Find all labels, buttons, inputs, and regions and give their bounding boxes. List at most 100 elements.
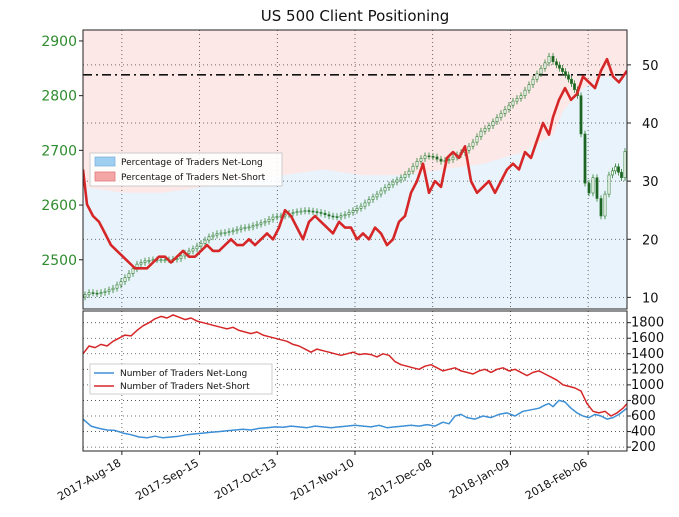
price-candle-body bbox=[307, 210, 311, 212]
price-candle-body bbox=[143, 260, 147, 263]
price-candle-body bbox=[259, 222, 263, 225]
price-candle-body bbox=[495, 117, 499, 122]
price-candle-body bbox=[255, 223, 259, 226]
price-candle-body bbox=[507, 104, 511, 110]
price-tick-label: 2800 bbox=[41, 89, 77, 105]
price-candle-body bbox=[591, 177, 595, 194]
price-candle-body bbox=[107, 289, 111, 292]
price-candle-body bbox=[111, 287, 115, 291]
net-long-percentage-legend-label: Percentage of Traders Net-Long bbox=[121, 158, 263, 168]
price-candle-body bbox=[487, 125, 491, 129]
price-candle-body bbox=[179, 255, 183, 259]
net-long-count-legend-label: Number of Traders Net-Long bbox=[120, 369, 247, 379]
price-candle-body bbox=[467, 145, 471, 151]
price-axis: 2500 2600 2700 2800 2900 bbox=[41, 34, 83, 269]
price-candle-body bbox=[407, 170, 411, 175]
price-candle-body bbox=[215, 233, 219, 236]
net-short-percentage-legend-label: Percentage of Traders Net-Short bbox=[121, 173, 266, 183]
upper-panel: 2500 2600 2700 2800 2900 10 20 30 40 50 Percenta… bbox=[41, 29, 659, 310]
price-candle-body bbox=[319, 212, 323, 214]
date-tick-label: 2017-Oct-13 bbox=[212, 456, 278, 502]
price-candle-body bbox=[211, 234, 215, 238]
price-candle-body bbox=[491, 121, 495, 127]
price-candle-body bbox=[423, 155, 427, 159]
date-tick-label: 2018-Feb-06 bbox=[523, 456, 590, 502]
count-tick-label: 1600 bbox=[631, 331, 664, 346]
price-candle-body bbox=[247, 226, 251, 229]
upper-legend: Percentage of Traders Net-Long Percentag… bbox=[89, 152, 283, 187]
count-tick-label: 600 bbox=[631, 409, 656, 424]
date-axis: 2017-Aug-18 2017-Sep-15 2017-Oct-13 2017-No… bbox=[55, 451, 590, 503]
price-candle-body bbox=[227, 231, 231, 233]
price-candle-body bbox=[427, 155, 431, 158]
price-candle-body bbox=[363, 202, 367, 207]
price-candle-body bbox=[479, 130, 483, 137]
price-candle-body bbox=[539, 67, 543, 75]
price-candle-body bbox=[195, 245, 199, 250]
lower-legend: Number of Traders Net-Long Number of Tra… bbox=[89, 363, 273, 395]
price-candle-body bbox=[91, 292, 95, 294]
price-candle-body bbox=[620, 171, 623, 179]
price-candle-body bbox=[235, 229, 239, 232]
date-tick-label: 2018-Jan-09 bbox=[447, 456, 512, 501]
price-candle-body bbox=[531, 78, 535, 86]
price-candle-body bbox=[419, 158, 423, 162]
ratio-tick-label: 10 bbox=[642, 291, 659, 306]
price-candle-body bbox=[564, 71, 567, 76]
price-candle-body bbox=[431, 156, 435, 158]
price-candle-body bbox=[519, 95, 523, 99]
price-candle-body bbox=[561, 67, 564, 72]
price-candle-body bbox=[391, 181, 395, 186]
net-short-count-legend-label: Number of Traders Net-Short bbox=[120, 382, 250, 392]
price-candle-body bbox=[339, 215, 343, 218]
price-candle-body bbox=[623, 151, 627, 179]
price-candle-body bbox=[239, 227, 243, 230]
price-candle-body bbox=[579, 95, 583, 135]
price-candle-body bbox=[471, 141, 475, 147]
price-candle-body bbox=[523, 89, 527, 96]
price-candle-body bbox=[387, 184, 391, 188]
price-candle-body bbox=[295, 211, 299, 213]
ratio-tick-label: 50 bbox=[642, 59, 659, 74]
price-candle-body bbox=[383, 187, 387, 192]
price-candle-body bbox=[299, 210, 303, 213]
price-candle-body bbox=[99, 292, 103, 294]
price-candle-body bbox=[558, 64, 561, 69]
price-candle-body bbox=[547, 55, 551, 64]
price-candle-body bbox=[251, 225, 255, 228]
price-candle-body bbox=[359, 205, 363, 209]
count-tick-label: 1400 bbox=[631, 347, 664, 362]
price-candle-body bbox=[617, 166, 620, 173]
price-candle-body bbox=[439, 158, 443, 162]
price-candle-body bbox=[83, 294, 87, 298]
price-candle-body bbox=[607, 174, 611, 195]
price-candle-body bbox=[499, 113, 503, 118]
net-short-count-line bbox=[83, 314, 627, 417]
price-candle-body bbox=[395, 179, 399, 183]
price-candle-body bbox=[315, 211, 319, 213]
date-tick-label: 2017-Dec-08 bbox=[366, 456, 434, 503]
price-candle-body bbox=[367, 199, 371, 204]
count-tick-label: 1200 bbox=[631, 362, 664, 377]
price-candle-body bbox=[371, 196, 375, 200]
price-candle-body bbox=[535, 73, 539, 80]
price-candle-body bbox=[447, 159, 451, 161]
price-candle-body bbox=[503, 109, 507, 114]
price-candle-body bbox=[483, 128, 487, 132]
price-candle-body bbox=[267, 218, 271, 222]
upper-legend-box bbox=[89, 152, 283, 187]
price-candle-body bbox=[527, 84, 531, 91]
price-candle-body bbox=[191, 248, 195, 252]
price-candle-body bbox=[543, 62, 547, 69]
price-candle-body bbox=[573, 83, 576, 90]
count-tick-label: 400 bbox=[631, 425, 656, 440]
count-tick-label: 200 bbox=[631, 440, 656, 455]
net-long-percentage-line bbox=[83, 57, 627, 270]
price-candle-body bbox=[567, 74, 570, 80]
price-candle-body bbox=[415, 160, 419, 167]
price-candle-body bbox=[379, 190, 383, 195]
price-candle-body bbox=[327, 214, 331, 217]
price-candle-body bbox=[595, 177, 599, 199]
price-candle-body bbox=[203, 239, 207, 244]
